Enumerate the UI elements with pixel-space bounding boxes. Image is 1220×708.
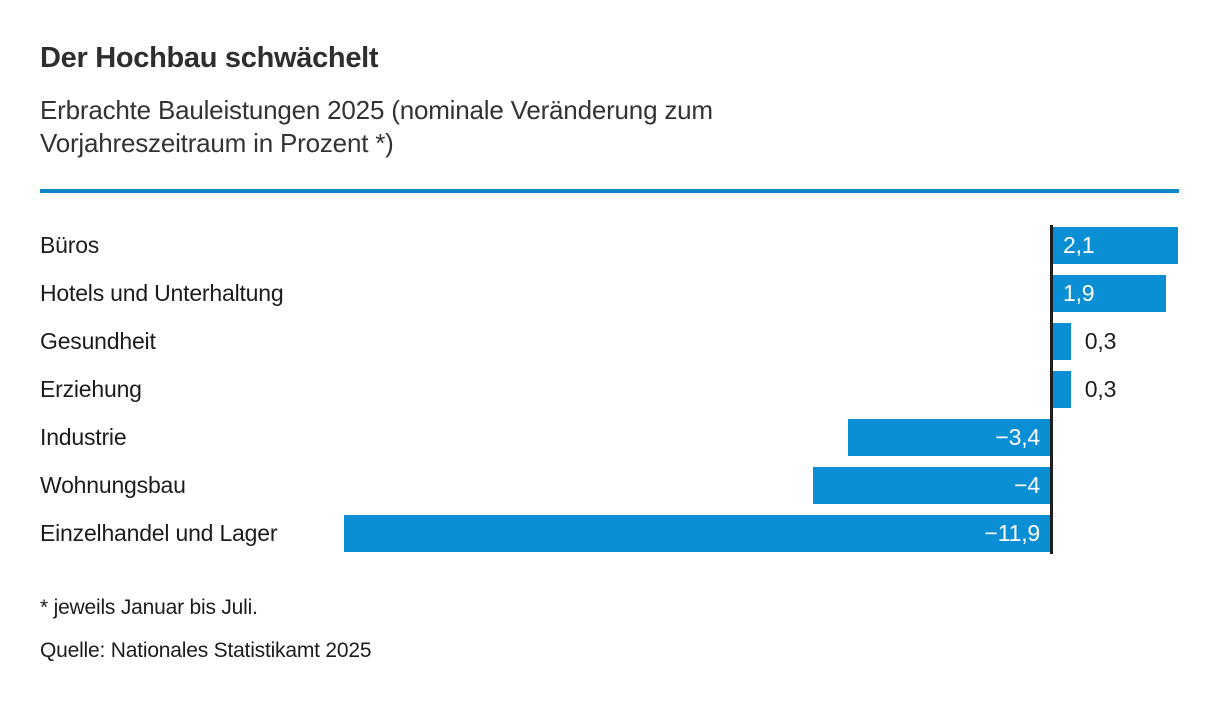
value-label: 0,3	[1084, 328, 1117, 354]
bar-row: Erziehung 0,3	[40, 371, 1180, 408]
bar	[1053, 227, 1178, 264]
value-label: −11,9	[984, 520, 1041, 546]
bar	[1053, 323, 1071, 360]
value-label: 2,1	[1063, 232, 1095, 258]
chart-subtitle-line1: Erbrachte Bauleistungen 2025 (nominale V…	[40, 95, 713, 125]
bar-row: Büros 2,1	[40, 227, 1180, 264]
category-label: Wohnungsbau	[40, 472, 186, 498]
chart-source: Quelle: Nationales Statistikamt 2025	[40, 639, 372, 662]
category-label: Hotels und Unterhaltung	[40, 280, 284, 306]
value-label: −4	[1014, 472, 1040, 498]
bar	[1053, 371, 1071, 408]
category-label: Gesundheit	[40, 328, 156, 354]
value-label: −3,4	[995, 424, 1040, 450]
chart-subtitle-line2: Vorjahreszeitraum in Prozent *)	[40, 128, 394, 158]
bar	[848, 419, 1050, 456]
bar-row: Einzelhandel und Lager −11,9	[40, 515, 1180, 552]
bar-row: Gesundheit 0,3	[40, 323, 1180, 360]
bar-row: Wohnungsbau −4	[40, 467, 1180, 504]
category-label: Industrie	[40, 424, 127, 450]
bar	[1053, 275, 1166, 312]
bar	[812, 467, 1050, 504]
value-label: 1,9	[1063, 280, 1095, 306]
bar	[344, 515, 1050, 552]
value-label: 0,3	[1084, 376, 1117, 402]
bar-row: Industrie −3,4	[40, 419, 1180, 456]
category-label: Büros	[40, 232, 100, 258]
bar-chart: Büros 2,1 Hotels und Unterhaltung 1,9 Gesund…	[40, 225, 1180, 554]
category-label: Erziehung	[40, 376, 142, 402]
bar-row: Hotels und Unterhaltung 1,9	[40, 275, 1180, 312]
chart-title: Der Hochbau schwächelt	[40, 42, 379, 74]
zero-axis-line	[1050, 225, 1053, 554]
category-label: Einzelhandel und Lager	[40, 520, 278, 546]
header-divider-rule	[40, 189, 1179, 193]
chart-subtitle: Erbrachte Bauleistungen 2025 (nominale V…	[40, 94, 713, 160]
chart-footnote: * jeweils Januar bis Juli.	[40, 596, 258, 619]
